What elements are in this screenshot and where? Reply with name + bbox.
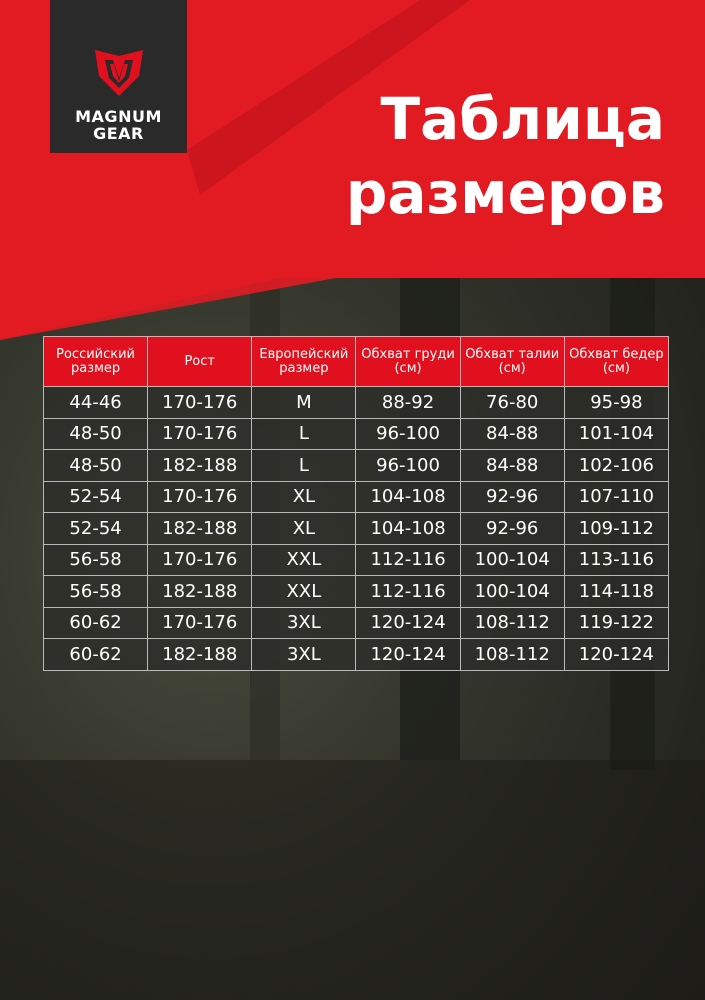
table-cell: 48-50 (42, 449, 149, 482)
table-row: 60-62 182-188 3XL 120-124 108-112 120-124 (42, 638, 670, 671)
table-row: 56-58 182-188 XXL 112-116 100-104 114-118 (42, 575, 670, 608)
table-cell: 182-188 (147, 449, 253, 482)
column-header: Обхват груди (см) (355, 336, 461, 387)
column-header: Обхват бедер (см) (563, 336, 670, 387)
table-cell: 52-54 (42, 512, 149, 545)
column-header: Европейский размер (251, 336, 357, 387)
column-header: Российский размер (42, 336, 149, 387)
table-cell: 84-88 (459, 417, 565, 450)
table-cell: L (251, 449, 357, 482)
column-header: Обхват талии (см) (459, 336, 565, 387)
table-cell: XXL (251, 543, 357, 576)
table-row: 52-54 170-176 XL 104-108 92-96 107-110 (42, 480, 670, 513)
table-cell: 170-176 (147, 606, 253, 639)
table-cell: 84-88 (459, 449, 565, 482)
table-cell: 88-92 (355, 386, 461, 419)
table-cell: 104-108 (355, 512, 461, 545)
table-cell: 170-176 (147, 417, 253, 450)
table-cell: 100-104 (459, 543, 565, 576)
table-cell: 48-50 (42, 417, 149, 450)
brand-logo: MAGNUM GEAR (50, 0, 187, 153)
table-cell: XXL (251, 575, 357, 608)
table-cell: 101-104 (563, 417, 670, 450)
brand-line1: MAGNUM (75, 107, 162, 126)
table-cell: 108-112 (459, 606, 565, 639)
table-cell: 100-104 (459, 575, 565, 608)
table-cell: 113-116 (563, 543, 670, 576)
table-cell: 96-100 (355, 417, 461, 450)
table-cell: 182-188 (147, 512, 253, 545)
table-cell: 182-188 (147, 638, 253, 671)
table-row: 44-46 170-176 M 88-92 76-80 95-98 (42, 386, 670, 419)
table-cell: 104-108 (355, 480, 461, 513)
table-cell: 182-188 (147, 575, 253, 608)
table-cell: 60-62 (42, 638, 149, 671)
table-cell: 3XL (251, 638, 357, 671)
table-cell: 120-124 (355, 638, 461, 671)
table-row: 48-50 170-176 L 96-100 84-88 101-104 (42, 417, 670, 450)
table-row: 52-54 182-188 XL 104-108 92-96 109-112 (42, 512, 670, 545)
table-cell: 52-54 (42, 480, 149, 513)
table-cell: 108-112 (459, 638, 565, 671)
table-cell: 92-96 (459, 480, 565, 513)
table-header-row: Российский размер Рост Европейский размер О… (42, 336, 670, 387)
table-cell: XL (251, 512, 357, 545)
table-cell: 170-176 (147, 543, 253, 576)
table-cell: 107-110 (563, 480, 670, 513)
title-line1: Таблица (380, 85, 665, 153)
table-cell: 76-80 (459, 386, 565, 419)
table-cell: 56-58 (42, 543, 149, 576)
table-cell: 44-46 (42, 386, 149, 419)
table-cell: 112-116 (355, 543, 461, 576)
table-cell: 109-112 (563, 512, 670, 545)
table-cell: XL (251, 480, 357, 513)
table-cell: 102-106 (563, 449, 670, 482)
table-cell: 3XL (251, 606, 357, 639)
table-cell: 120-124 (563, 638, 670, 671)
table-cell: 120-124 (355, 606, 461, 639)
table-row: 56-58 170-176 XXL 112-116 100-104 113-116 (42, 543, 670, 576)
table-cell: 60-62 (42, 606, 149, 639)
table-cell: 56-58 (42, 575, 149, 608)
table-cell: 96-100 (355, 449, 461, 482)
table-cell: 170-176 (147, 480, 253, 513)
table-row: 60-62 170-176 3XL 120-124 108-112 119-122 (42, 606, 670, 639)
table-cell: 112-116 (355, 575, 461, 608)
size-table: Российский размер Рост Европейский размер О… (42, 336, 670, 671)
page-title: Таблица размеров (346, 82, 665, 230)
table-cell: M (251, 386, 357, 419)
title-line2: размеров (345, 159, 665, 227)
brand-name: MAGNUM GEAR (50, 108, 187, 142)
column-header: Рост (147, 336, 253, 387)
table-cell: 170-176 (147, 386, 253, 419)
table-cell: L (251, 417, 357, 450)
brand-line2: GEAR (93, 124, 144, 143)
table-cell: 114-118 (563, 575, 670, 608)
table-row: 48-50 182-188 L 96-100 84-88 102-106 (42, 449, 670, 482)
table-cell: 119-122 (563, 606, 670, 639)
shield-m-icon (94, 50, 143, 96)
table-cell: 95-98 (563, 386, 670, 419)
table-cell: 92-96 (459, 512, 565, 545)
